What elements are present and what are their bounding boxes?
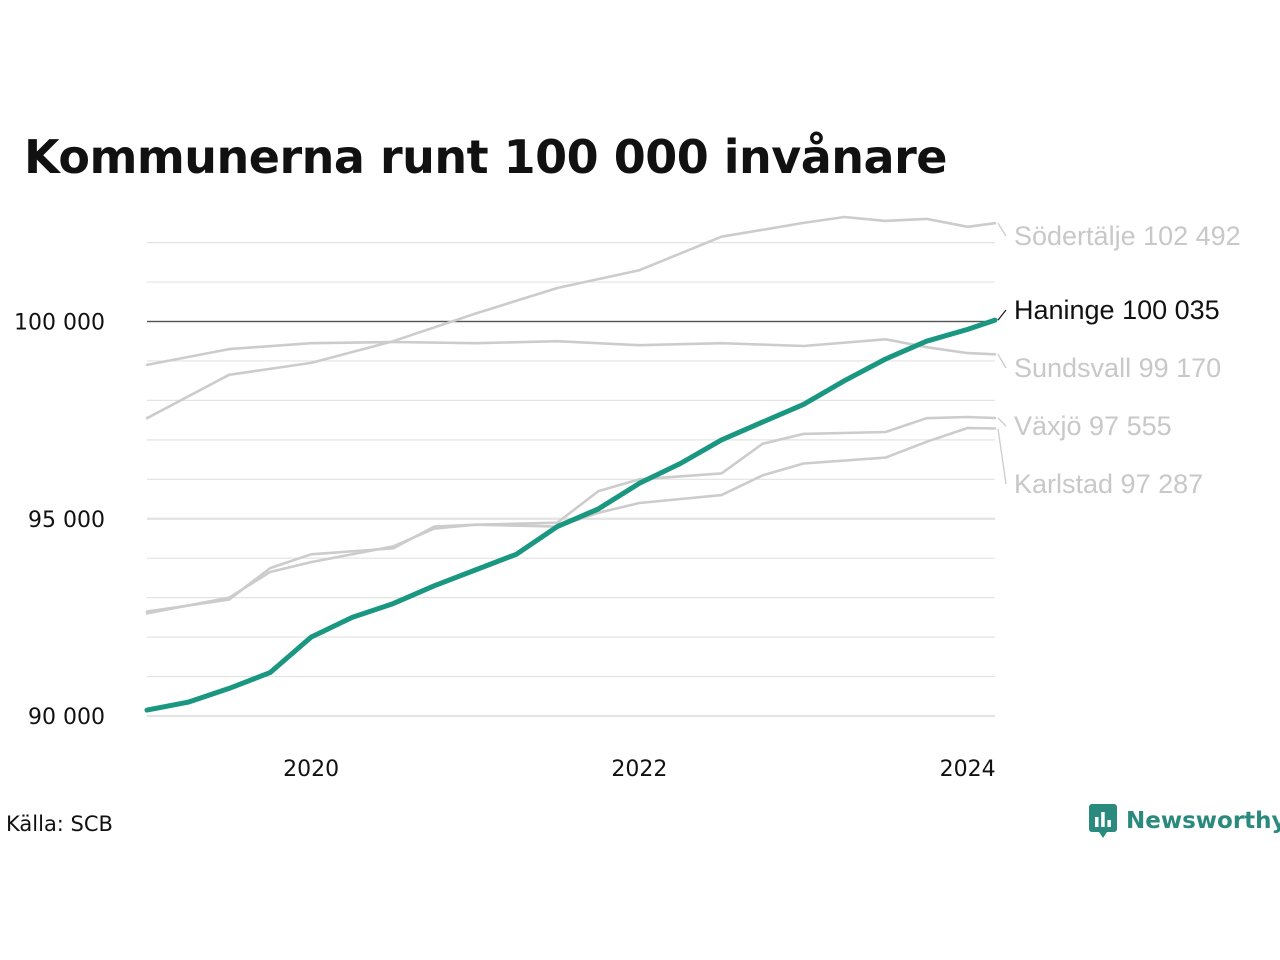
source-note: Källa: SCB (6, 812, 113, 836)
line-chart: 90 000 95 000 100 000 2020 2022 2024 Södertäl… (14, 215, 1241, 782)
end-label-haninge: Haninge 100 035 (1014, 295, 1220, 325)
label-connector (997, 428, 1007, 485)
bar-chart-icon (1089, 804, 1117, 838)
end-label-karlstad: Karlstad 97 287 (1014, 469, 1203, 499)
series-line-växjö (145, 415, 997, 613)
series-line-södertälje (145, 215, 997, 420)
x-tick-label: 2020 (283, 757, 339, 782)
y-tick-label: 100 000 (14, 311, 105, 336)
y-tick-label: 90 000 (28, 705, 105, 730)
label-connector (997, 309, 1007, 321)
axes: 90 000 95 000 100 000 2020 2022 2024 (14, 311, 996, 782)
series-line-sundsvall (145, 338, 997, 367)
brand-logo: Newsworthy (1088, 803, 1280, 839)
x-tick-label: 2022 (611, 757, 667, 782)
series-line-haninge (144, 317, 998, 713)
label-connector (997, 417, 1007, 427)
chart-title: Kommunerna runt 100 000 invånare (24, 130, 947, 184)
end-label-växjö: Växjö 97 555 (1014, 411, 1172, 441)
label-connector (997, 222, 1007, 237)
series-line-karlstad (145, 426, 997, 615)
label-connector (997, 353, 1007, 369)
end-label-sundsvall: Sundsvall 99 170 (1014, 353, 1221, 383)
gridlines (147, 242, 995, 718)
end-label-södertälje: Södertälje 102 492 (1014, 221, 1241, 251)
series-end-labels: Södertälje 102 492 Sundsvall 99 170 Växjö … (997, 221, 1241, 499)
x-tick-label: 2024 (940, 757, 996, 782)
y-tick-label: 95 000 (28, 508, 105, 533)
brand-name: Newsworthy (1126, 808, 1280, 834)
series-lines (144, 215, 998, 713)
